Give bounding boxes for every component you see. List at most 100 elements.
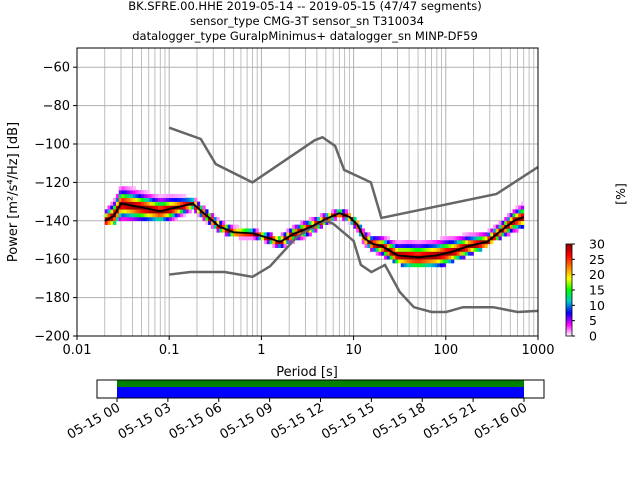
- psd-cell: [283, 232, 287, 237]
- psd-cell: [138, 197, 142, 202]
- psd-cell: [113, 209, 117, 214]
- psd-cell: [479, 243, 483, 248]
- psd-cell: [121, 197, 125, 202]
- psd-cell: [188, 197, 192, 202]
- psd-cell: [403, 247, 407, 252]
- psd-cell: [263, 232, 268, 237]
- psd-cell: [417, 263, 421, 268]
- x-tick-label: 100: [433, 343, 458, 358]
- psd-cell: [336, 209, 340, 214]
- psd-cell: [445, 255, 449, 260]
- psd-cell: [409, 247, 413, 252]
- psd-cell: [414, 240, 418, 245]
- psd-cell: [135, 193, 139, 199]
- psd-cell: [375, 236, 379, 241]
- psd-cell: [520, 213, 525, 218]
- psd-cell: [398, 251, 402, 256]
- psd-cell: [205, 216, 209, 222]
- psd-cell: [328, 213, 332, 218]
- psd-cell: [417, 251, 421, 256]
- psd-cell: [185, 197, 189, 202]
- psd-cell: [127, 205, 131, 210]
- psd-cell: [479, 247, 483, 252]
- psd-cell: [135, 205, 139, 210]
- psd-cell: [512, 220, 516, 225]
- psd-cell: [300, 224, 304, 229]
- psd-cell: [258, 232, 262, 237]
- psd-cell: [414, 247, 418, 252]
- psd-cell: [247, 236, 251, 241]
- psd-cell: [456, 236, 460, 241]
- psd-cell: [118, 209, 122, 214]
- psd-cell: [149, 213, 153, 218]
- psd-cell: [459, 251, 463, 256]
- psd-cell: [118, 216, 122, 222]
- psd-cell: [146, 193, 150, 199]
- psd-cell: [135, 197, 139, 202]
- psd-cell: [171, 193, 175, 199]
- psd-cell: [280, 232, 284, 237]
- psd-cell: [414, 263, 418, 268]
- psd-cell: [194, 205, 198, 210]
- psd-cell: [428, 263, 432, 268]
- psd-cell: [504, 220, 508, 225]
- psd-cell: [191, 205, 195, 210]
- psd-cell: [512, 228, 516, 233]
- psd-cell: [110, 205, 114, 210]
- psd-cell: [269, 232, 273, 237]
- psd-cell: [160, 193, 164, 199]
- psd-cell: [107, 209, 111, 214]
- x-axis-label: Period [s]: [276, 365, 338, 380]
- psd-cell: [437, 259, 441, 264]
- psd-cell: [174, 213, 178, 218]
- psd-cell: [202, 213, 206, 218]
- psd-cell: [168, 216, 173, 222]
- psd-cell: [202, 205, 206, 210]
- psd-cell: [386, 243, 391, 248]
- psd-cell: [512, 209, 516, 214]
- psd-cell: [143, 216, 148, 222]
- psd-cell: [171, 213, 175, 218]
- psd-cell: [132, 190, 136, 195]
- psd-cell: [414, 243, 418, 248]
- psd-cell: [252, 228, 256, 233]
- psd-cell: [392, 240, 396, 245]
- psd-cell: [135, 209, 139, 214]
- psd-cell: [520, 205, 525, 210]
- psd-cell: [451, 259, 455, 264]
- psd-cell: [434, 247, 438, 252]
- psd-cell: [216, 224, 220, 229]
- psd-cell: [196, 209, 201, 214]
- psd-cell: [459, 243, 463, 248]
- psd-cell: [146, 201, 150, 206]
- psd-cell: [129, 205, 134, 210]
- psd-cell: [196, 201, 201, 206]
- psd-cell: [135, 213, 139, 218]
- psd-cell: [484, 236, 488, 241]
- psd-cell: [171, 201, 175, 206]
- psd-cell: [210, 220, 215, 225]
- y-tick-label: −60: [43, 61, 70, 76]
- psd-cell: [434, 251, 438, 256]
- psd-cell: [367, 243, 371, 248]
- psd-cell: [501, 224, 505, 229]
- psd-cell: [372, 247, 377, 252]
- psd-cell: [392, 247, 396, 252]
- psd-cell: [115, 205, 120, 210]
- psd-cell: [132, 213, 136, 218]
- psd-cell: [356, 228, 360, 233]
- psd-cell: [465, 251, 469, 256]
- psd-cell: [434, 243, 438, 248]
- psd-cell: [384, 240, 388, 245]
- psd-cell: [280, 236, 284, 241]
- psd-cell: [180, 193, 184, 199]
- psd-cell: [378, 247, 382, 252]
- psd-cell: [311, 220, 315, 225]
- psd-cell: [135, 201, 139, 206]
- psd-cell: [143, 201, 148, 206]
- psd-cell: [400, 259, 405, 264]
- psd-cell: [384, 236, 388, 241]
- psd-cell: [403, 251, 407, 256]
- psd-cell: [127, 197, 131, 202]
